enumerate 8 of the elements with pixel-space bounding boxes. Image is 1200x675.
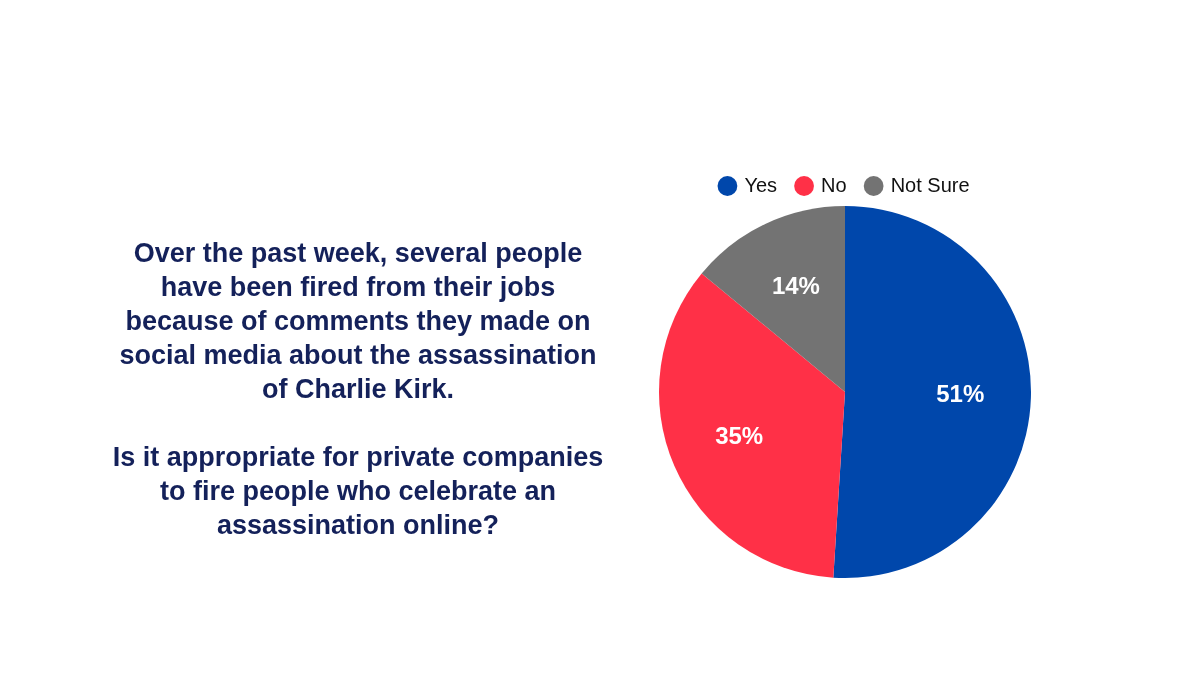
legend-label: Yes [744, 173, 778, 196]
data-label: 35% [715, 422, 764, 450]
legend-label: No [821, 173, 847, 196]
text: Is it appropriate for private companies to fire people who celebrate an assassination online? [111, 441, 605, 542]
data-label: 14% [771, 272, 820, 300]
legend-label: Not Sure [890, 173, 970, 196]
text: Over the past week, several people have been fired from their jobs because of comments they made on social media about the assassination of Charlie Kirk. [118, 237, 598, 406]
data-label: 51% [936, 380, 985, 408]
